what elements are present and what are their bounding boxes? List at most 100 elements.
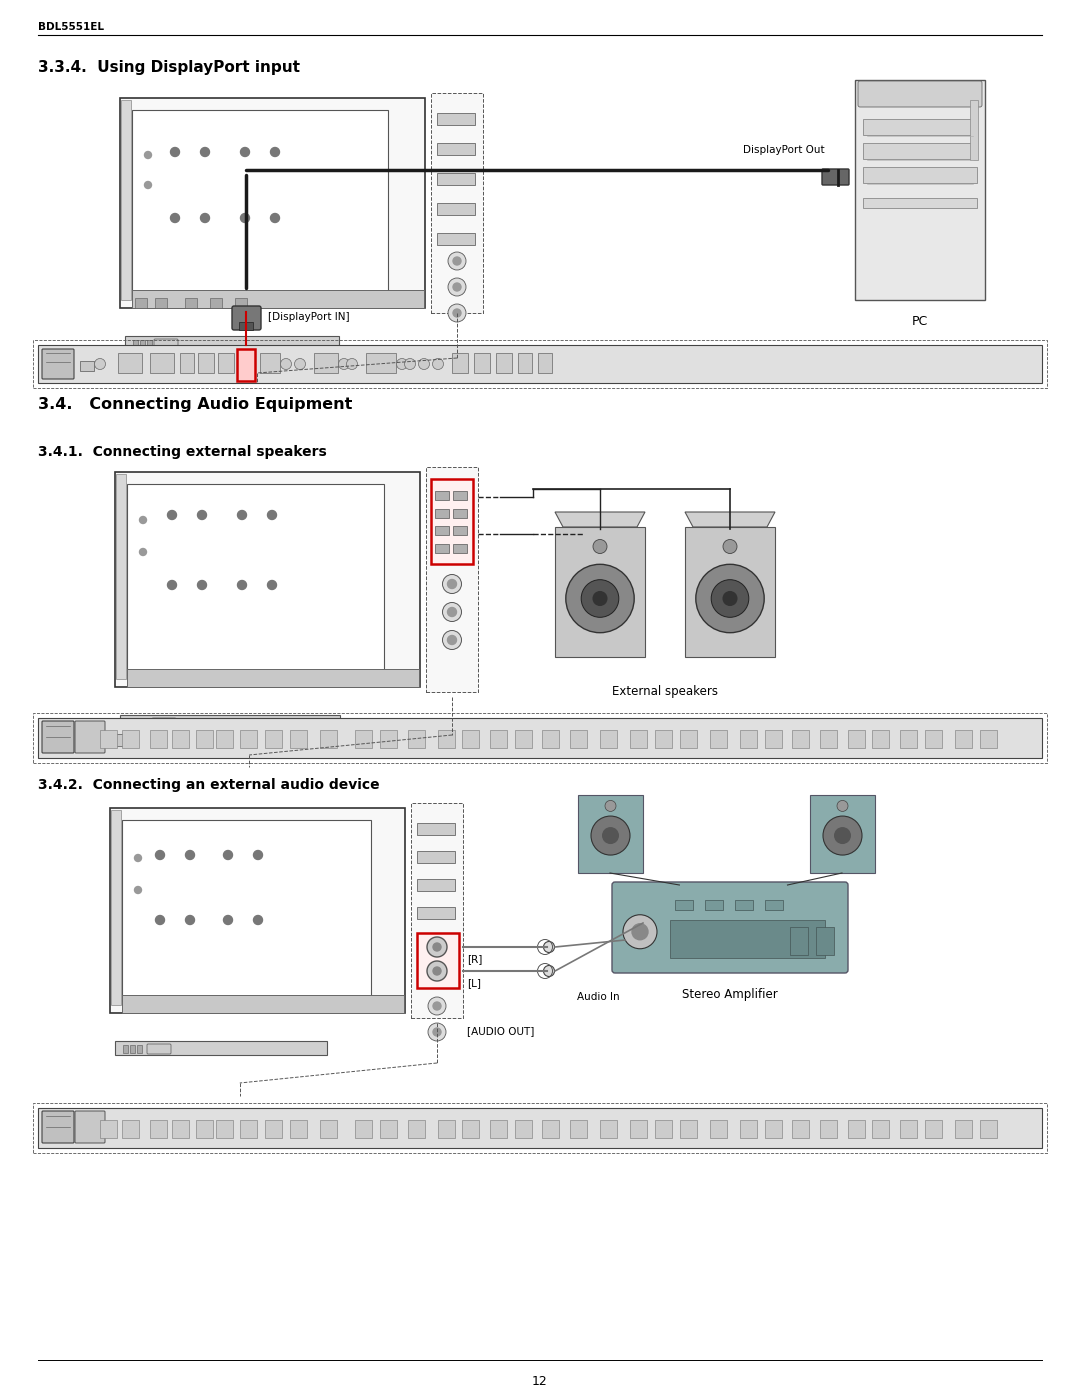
Bar [320, 731, 337, 747]
Bar [955, 1120, 972, 1139]
Text: [R]: [R] [467, 954, 483, 964]
Bar [380, 1120, 397, 1139]
Text: 3.3.4.  Using DisplayPort input: 3.3.4. Using DisplayPort input [38, 60, 300, 75]
Circle shape [543, 942, 554, 953]
Bar [380, 731, 397, 747]
Bar [437, 233, 475, 244]
Circle shape [591, 816, 630, 855]
Bar [670, 921, 825, 958]
Bar [150, 1120, 167, 1139]
Bar [417, 851, 455, 863]
Bar [820, 1120, 837, 1139]
Bar [435, 527, 449, 535]
Bar [872, 731, 889, 747]
Text: [DisplayPort IN]: [DisplayPort IN] [268, 312, 350, 321]
Bar [238, 353, 254, 373]
Circle shape [433, 1002, 441, 1010]
Bar [129, 719, 133, 726]
Bar [855, 80, 985, 300]
Bar [630, 731, 647, 747]
Bar [474, 353, 490, 373]
Circle shape [443, 574, 461, 594]
Bar [132, 291, 424, 307]
Circle shape [428, 997, 446, 1016]
Circle shape [347, 359, 357, 369]
Bar [740, 731, 757, 747]
Text: DisplayPort Out: DisplayPort Out [743, 145, 825, 155]
Circle shape [723, 539, 737, 553]
Bar [437, 203, 475, 215]
Text: 12: 12 [532, 1375, 548, 1389]
Circle shape [224, 851, 232, 859]
Circle shape [448, 251, 465, 270]
Bar [437, 113, 475, 124]
Bar [570, 731, 588, 747]
Bar [453, 527, 467, 535]
Bar [453, 543, 467, 552]
Circle shape [171, 214, 179, 222]
Bar [180, 353, 194, 373]
Bar [438, 1120, 455, 1139]
Circle shape [428, 1023, 446, 1041]
Bar [111, 810, 121, 1004]
Bar [496, 353, 512, 373]
Bar [792, 731, 809, 747]
FancyBboxPatch shape [154, 339, 178, 349]
Bar [121, 101, 131, 300]
Bar [133, 339, 138, 348]
Bar [291, 731, 307, 747]
Bar [970, 101, 978, 161]
Bar [265, 1120, 282, 1139]
Circle shape [632, 923, 648, 940]
Circle shape [837, 800, 848, 812]
Bar [141, 719, 147, 726]
Bar [237, 349, 255, 381]
Circle shape [427, 937, 447, 957]
Bar [740, 1120, 757, 1139]
Bar [863, 142, 977, 159]
Circle shape [186, 851, 194, 859]
Circle shape [281, 359, 292, 369]
FancyBboxPatch shape [75, 1111, 105, 1143]
Bar [147, 339, 152, 348]
Bar [195, 731, 213, 747]
Bar [150, 731, 167, 747]
FancyBboxPatch shape [822, 169, 849, 184]
Bar [216, 1120, 233, 1139]
Circle shape [145, 151, 151, 158]
Bar [235, 298, 247, 307]
Bar [435, 543, 449, 552]
Bar [240, 731, 257, 747]
FancyBboxPatch shape [152, 718, 176, 728]
Bar [116, 474, 126, 679]
Bar [848, 1120, 865, 1139]
FancyBboxPatch shape [858, 81, 982, 108]
Bar [122, 995, 404, 1013]
Circle shape [566, 564, 634, 633]
Bar [122, 1120, 139, 1139]
Circle shape [224, 915, 232, 925]
Bar [150, 353, 174, 373]
Circle shape [447, 608, 457, 616]
Bar [114, 472, 420, 687]
Text: External speakers: External speakers [612, 685, 718, 698]
Text: 3.4.1.  Connecting external speakers: 3.4.1. Connecting external speakers [38, 446, 327, 460]
Bar [135, 298, 147, 307]
Bar [453, 490, 467, 500]
Bar [118, 353, 141, 373]
Circle shape [605, 800, 616, 812]
Bar [120, 715, 339, 729]
Circle shape [171, 148, 179, 156]
Bar [435, 490, 449, 500]
Bar [538, 353, 552, 373]
Circle shape [238, 581, 246, 590]
Circle shape [447, 636, 457, 644]
Bar [542, 1120, 559, 1139]
Bar [426, 467, 478, 692]
Circle shape [201, 148, 210, 156]
Bar [792, 1120, 809, 1139]
Circle shape [593, 592, 607, 605]
Bar [120, 98, 426, 307]
Bar [437, 142, 475, 155]
Circle shape [238, 510, 246, 520]
